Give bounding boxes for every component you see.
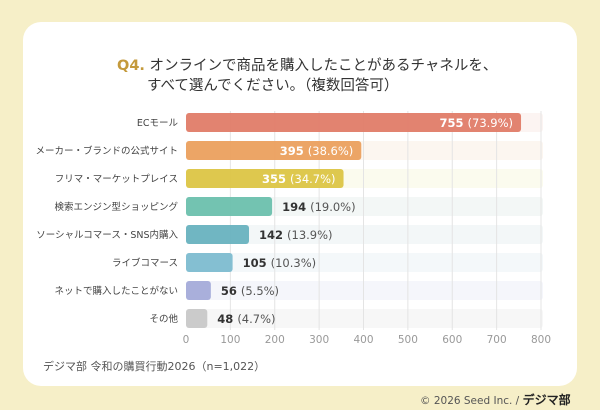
value-label: 355 [262, 172, 290, 186]
x-tick-label: 0 [183, 334, 190, 346]
category-label: ライブコマース [112, 257, 178, 269]
category-label: その他 [149, 313, 178, 325]
bar-track [186, 253, 543, 272]
x-tick-label: 100 [220, 334, 240, 346]
category-label: メーカー・ブランドの公式サイト [35, 145, 178, 157]
x-tick-label: 500 [398, 334, 418, 346]
bar [186, 281, 211, 300]
percent-label: (4.7%) [237, 312, 275, 326]
data-label: 142 (13.9%) [259, 228, 333, 242]
category-label: 検索エンジン型ショッピング [54, 201, 178, 213]
question-number: Q4. [117, 58, 145, 74]
bar [186, 169, 344, 188]
value-label: 194 [282, 200, 310, 214]
footer: © 2026 Seed Inc. / デジマ部 [420, 391, 571, 408]
value-label: 56 [221, 284, 241, 298]
x-tick-label: 300 [309, 334, 329, 346]
value-label: 48 [217, 312, 237, 326]
value-label: 142 [259, 228, 287, 242]
data-label: 755 (73.9%) [440, 116, 514, 130]
category-label: ネットで購入したことがない [54, 285, 178, 297]
percent-label: (38.6%) [308, 144, 354, 158]
x-tick-label: 400 [353, 334, 373, 346]
value-label: 395 [280, 144, 308, 158]
percent-label: (10.3%) [271, 256, 317, 270]
data-label: 395 (38.6%) [280, 144, 354, 158]
percent-label: (34.7%) [290, 172, 336, 186]
bar [186, 309, 208, 328]
bar [186, 253, 233, 272]
percent-label: (5.5%) [241, 284, 279, 298]
title-line-2: すべて選んでください。（複数回答可） [147, 78, 399, 94]
x-tick-label: 700 [487, 334, 507, 346]
category-label: ECモール [137, 118, 179, 129]
bar [186, 113, 522, 132]
x-tick-label: 600 [442, 334, 462, 346]
brand-logo: デジマ部 [522, 393, 571, 407]
source-note: デジマ部 令和の購買行動2026（n=1,022） [43, 360, 266, 373]
percent-label: (19.0%) [310, 200, 356, 214]
percent-label: (73.9%) [468, 116, 514, 130]
bar [186, 225, 250, 244]
copyright: © 2026 Seed Inc. / [420, 395, 520, 407]
category-label: ソーシャルコマース・SNS内購入 [36, 229, 178, 241]
data-label: 194 (19.0%) [282, 200, 356, 214]
title-line-1: オンラインで商品を購入したことがあるチャネルを、 [149, 58, 498, 74]
data-label: 48 (4.7%) [217, 312, 275, 326]
bar [186, 141, 362, 160]
value-label: 755 [440, 116, 468, 130]
x-tick-label: 800 [531, 334, 551, 346]
data-label: 355 (34.7%) [262, 172, 336, 186]
x-tick-label: 200 [265, 334, 285, 346]
value-label: 105 [243, 256, 271, 270]
data-label: 56 (5.5%) [221, 284, 279, 298]
data-label: 105 (10.3%) [243, 256, 317, 270]
category-label: フリマ・マーケットプレイス [55, 174, 178, 185]
percent-label: (13.9%) [287, 228, 333, 242]
bar [186, 197, 273, 216]
